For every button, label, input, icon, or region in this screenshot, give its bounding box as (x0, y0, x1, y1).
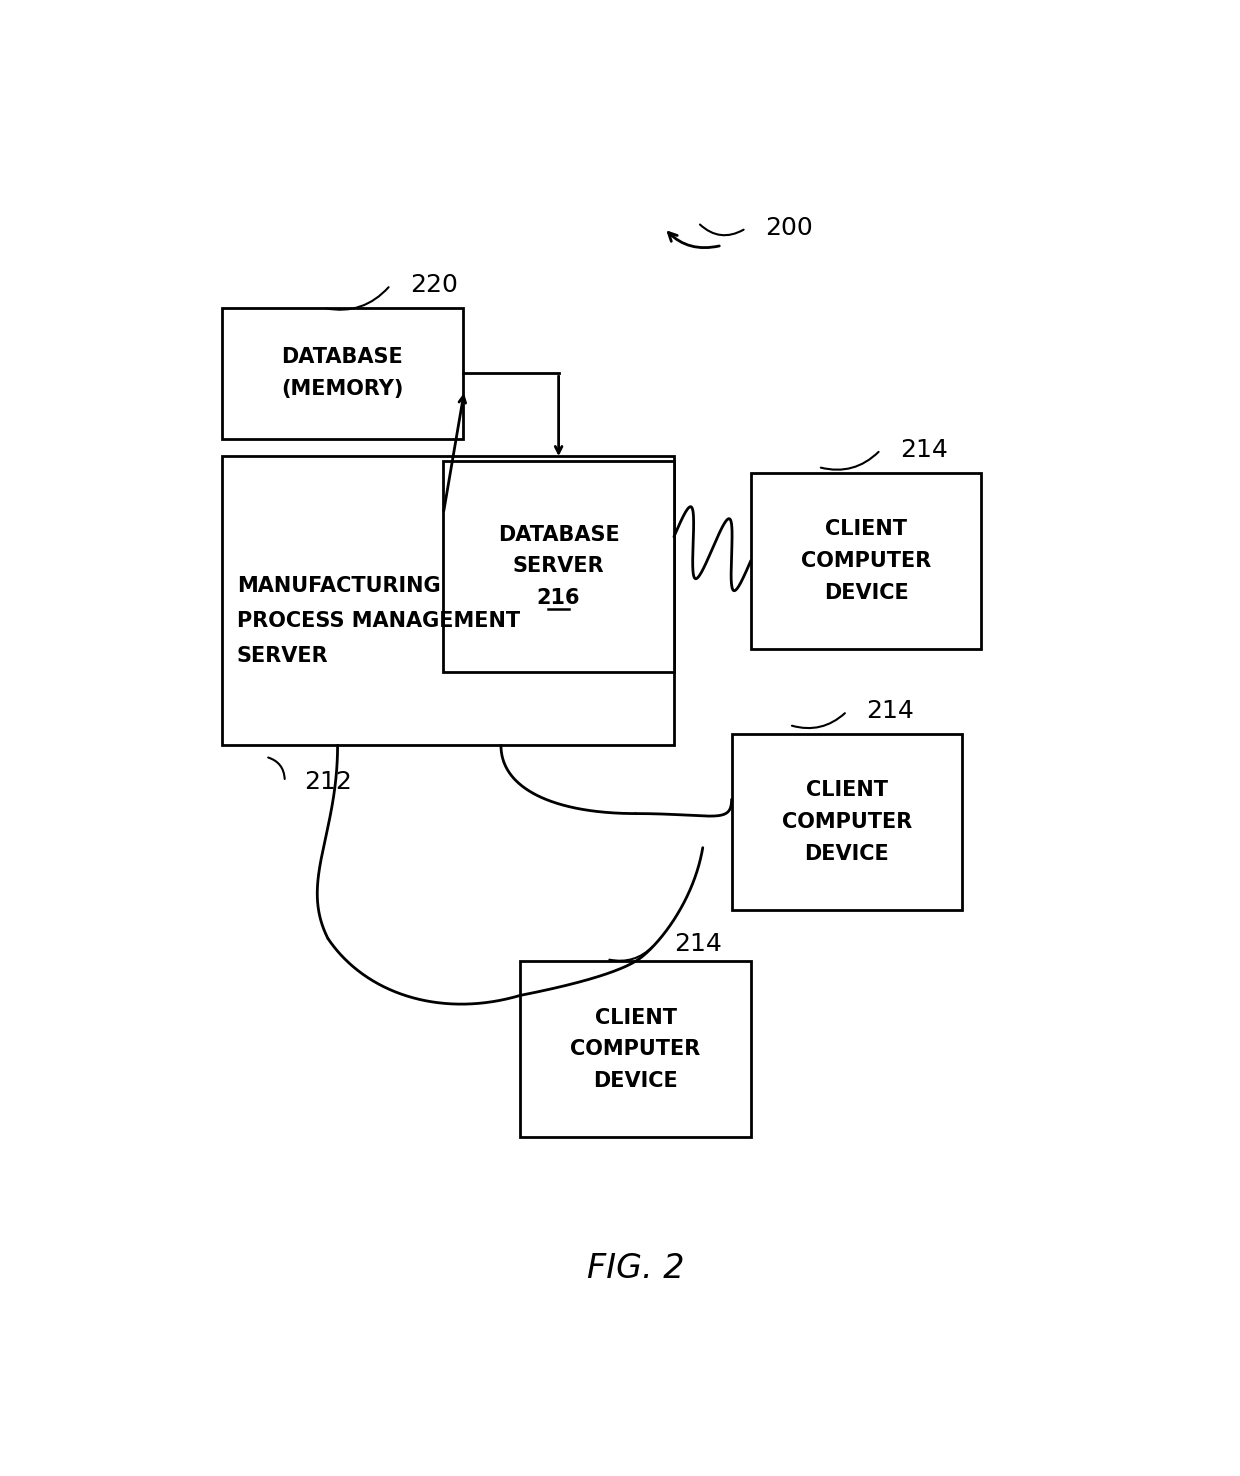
Bar (732, 734, 962, 911)
Text: DEVICE: DEVICE (823, 583, 909, 602)
Text: DEVICE: DEVICE (805, 844, 889, 863)
Bar (222, 456, 675, 745)
Text: PROCESS MANAGEMENT: PROCESS MANAGEMENT (237, 611, 520, 630)
Text: (MEMORY): (MEMORY) (281, 379, 403, 399)
Text: 214: 214 (866, 700, 914, 723)
Bar (444, 461, 675, 672)
Bar (222, 308, 463, 438)
Text: 216: 216 (537, 589, 580, 608)
Text: DEVICE: DEVICE (593, 1072, 678, 1091)
Bar (521, 961, 751, 1138)
Text: SERVER: SERVER (237, 646, 329, 666)
Text: 200: 200 (765, 217, 813, 241)
Text: COMPUTER: COMPUTER (801, 551, 931, 571)
Text: COMPUTER: COMPUTER (570, 1039, 701, 1060)
Text: 214: 214 (900, 438, 947, 462)
Text: SERVER: SERVER (513, 556, 604, 577)
Text: DATABASE: DATABASE (281, 347, 403, 368)
Text: COMPUTER: COMPUTER (781, 812, 913, 832)
Text: 220: 220 (409, 273, 458, 297)
Bar (751, 472, 982, 649)
Text: CLIENT: CLIENT (594, 1008, 677, 1027)
Text: DATABASE: DATABASE (497, 524, 620, 545)
Text: 212: 212 (304, 770, 352, 794)
Text: CLIENT: CLIENT (825, 520, 908, 539)
Text: CLIENT: CLIENT (806, 781, 888, 800)
Text: 214: 214 (675, 933, 722, 956)
Text: FIG. 2: FIG. 2 (587, 1252, 684, 1284)
Text: MANUFACTURING: MANUFACTURING (237, 576, 440, 596)
